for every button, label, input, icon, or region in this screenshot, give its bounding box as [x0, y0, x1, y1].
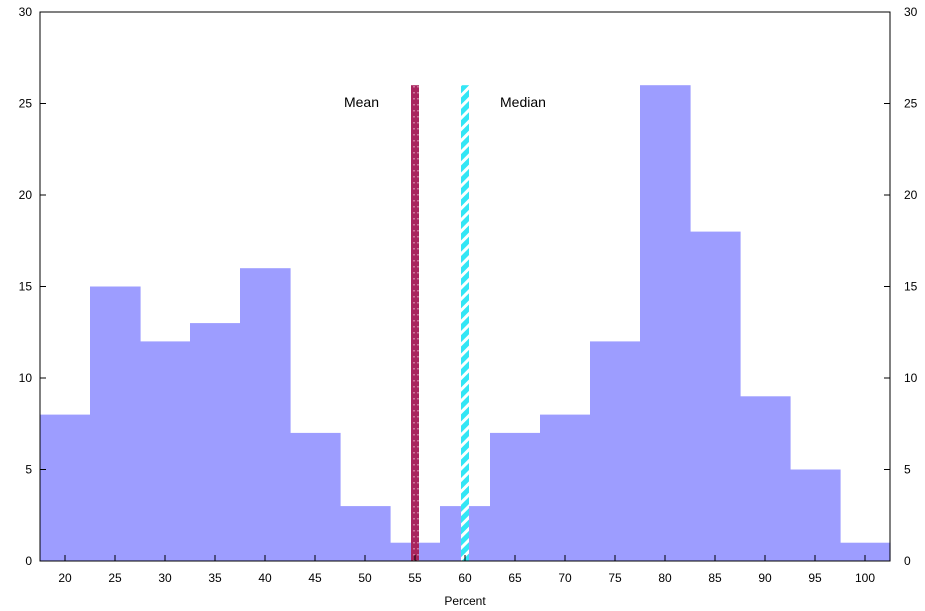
histogram-bar — [540, 414, 591, 561]
median-line — [461, 85, 469, 561]
x-tick-label: 40 — [258, 571, 272, 585]
mean-label: Mean — [344, 94, 379, 110]
x-tick-label: 70 — [558, 571, 572, 585]
x-tick-label: 60 — [458, 571, 472, 585]
x-tick-label: 75 — [608, 571, 622, 585]
y-tick-label-left: 15 — [19, 280, 33, 294]
x-axis-title: Percent — [444, 594, 486, 608]
y-tick-label-right: 20 — [904, 188, 918, 202]
y-tick-label-left: 10 — [19, 371, 33, 385]
y-tick-label-left: 20 — [19, 188, 33, 202]
histogram-bar — [290, 432, 341, 561]
y-tick-label-left: 0 — [25, 554, 32, 568]
x-tick-label: 95 — [808, 571, 822, 585]
y-tick-label-right: 15 — [904, 280, 918, 294]
mean-line — [411, 85, 419, 561]
histogram-bar — [790, 469, 841, 561]
y-tick-label-left: 5 — [25, 463, 32, 477]
x-tick-label: 80 — [658, 571, 672, 585]
median-label: Median — [500, 94, 546, 110]
histogram-bar — [340, 506, 391, 561]
x-tick-label: 35 — [208, 571, 222, 585]
y-tick-label-right: 10 — [904, 371, 918, 385]
histogram-bar — [840, 542, 891, 561]
y-tick-label-right: 0 — [904, 554, 911, 568]
x-tick-label: 30 — [158, 571, 172, 585]
histogram-bar — [40, 414, 91, 561]
histogram-bar — [90, 286, 141, 561]
x-tick-label: 90 — [758, 571, 772, 585]
x-tick-label: 65 — [508, 571, 522, 585]
histogram-bar — [590, 341, 641, 561]
reference-lines: Mean Median — [344, 85, 546, 561]
x-tick-label: 55 — [408, 571, 422, 585]
x-tick-label: 45 — [308, 571, 322, 585]
y-tick-label-left: 25 — [19, 97, 33, 111]
histogram-bar — [140, 341, 191, 561]
histogram-bar — [690, 231, 741, 561]
histogram-bar — [240, 268, 291, 561]
x-tick-label: 25 — [108, 571, 122, 585]
x-tick-label: 85 — [708, 571, 722, 585]
y-tick-label-right: 5 — [904, 463, 911, 477]
y-tick-label-right: 25 — [904, 97, 918, 111]
y-tick-label-right: 30 — [904, 5, 918, 19]
histogram-bar — [190, 323, 241, 561]
x-tick-label: 100 — [855, 571, 875, 585]
histogram-bars — [40, 85, 891, 561]
x-tick-label: 50 — [358, 571, 372, 585]
histogram-bar — [490, 432, 541, 561]
x-tick-label: 20 — [58, 571, 72, 585]
histogram-bar — [740, 396, 791, 561]
histogram-bar — [640, 85, 691, 561]
y-tick-label-left: 30 — [19, 5, 33, 19]
